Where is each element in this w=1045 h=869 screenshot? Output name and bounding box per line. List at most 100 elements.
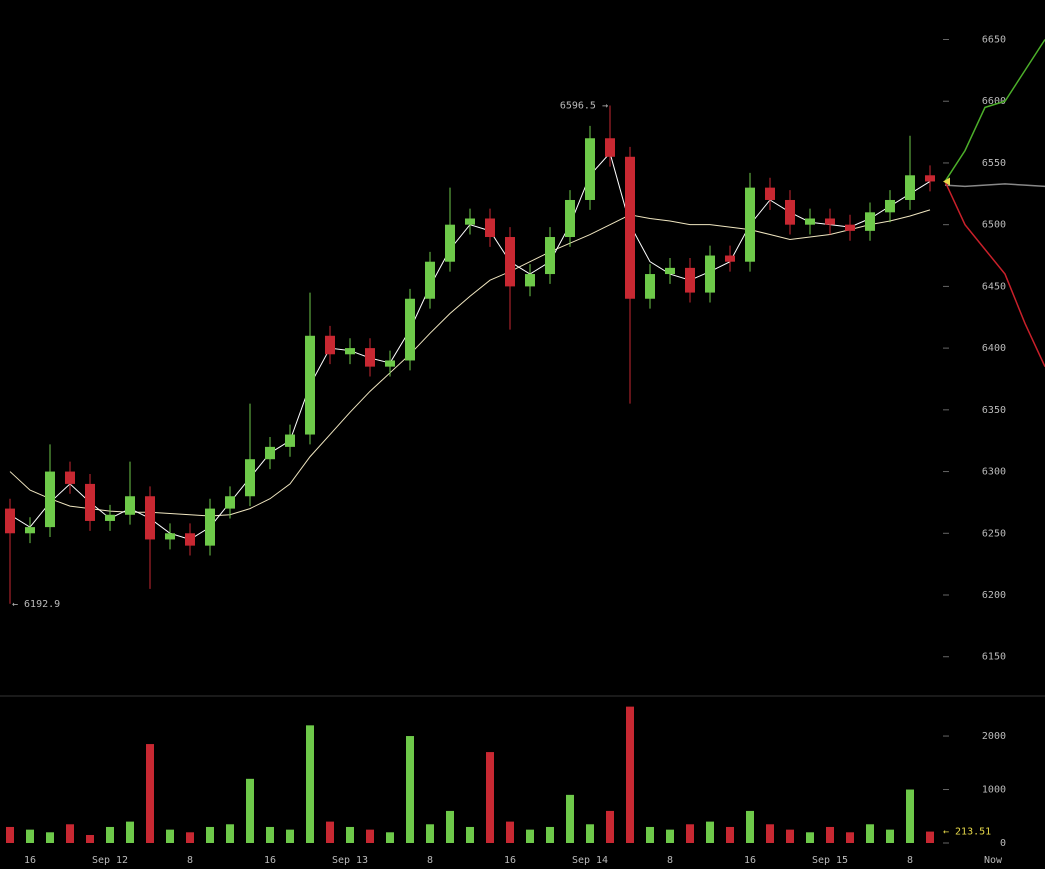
x-tick-label: 16 xyxy=(24,855,36,866)
candle-body xyxy=(85,483,95,521)
low-annotation: ← 6192.9 xyxy=(12,599,60,610)
volume-bar xyxy=(426,824,434,843)
volume-bar xyxy=(866,824,874,843)
candle-body xyxy=(745,187,755,262)
volume-bar xyxy=(686,824,694,843)
volume-bar xyxy=(46,832,54,843)
y-tick-label: 6450 xyxy=(982,281,1006,292)
candle-body xyxy=(485,218,495,238)
volume-bar xyxy=(246,778,254,843)
candle-body xyxy=(465,218,475,225)
candle-body xyxy=(245,459,255,497)
x-tick-label: Sep 15 xyxy=(812,855,848,866)
candle-body xyxy=(45,471,55,528)
candle-body xyxy=(705,255,715,293)
candle-body xyxy=(685,267,695,293)
candle-body xyxy=(865,212,875,231)
candle-body xyxy=(545,237,555,275)
volume-bar xyxy=(566,794,574,843)
high-annotation: 6596.5 → xyxy=(560,101,608,112)
volume-bar xyxy=(886,829,894,843)
ma-long xyxy=(9,209,931,517)
candle-body xyxy=(425,261,435,299)
x-tick-label: 8 xyxy=(187,855,193,866)
depth-line xyxy=(944,181,1045,367)
y-tick-label: 6200 xyxy=(982,590,1006,601)
volume-bar xyxy=(306,725,314,843)
candle-body xyxy=(725,255,735,262)
y-tick-label: 6600 xyxy=(982,96,1006,107)
volume-bar xyxy=(126,821,134,843)
volume-bar xyxy=(786,829,794,843)
candle-body xyxy=(145,496,155,540)
volume-bar xyxy=(66,824,74,843)
volume-bar xyxy=(326,821,334,843)
x-tick-label: 16 xyxy=(744,855,756,866)
volume-bar xyxy=(706,821,714,843)
y-tick-label: 6300 xyxy=(982,467,1006,478)
x-tick-label: 16 xyxy=(264,855,276,866)
volume-bar xyxy=(586,824,594,843)
volume-bar xyxy=(906,789,914,843)
volume-bar xyxy=(86,834,94,843)
x-tick-label: 8 xyxy=(427,855,433,866)
volume-bar xyxy=(546,826,554,843)
candle-body xyxy=(805,218,815,225)
y-tick-label: 6400 xyxy=(982,343,1006,354)
candle-body xyxy=(25,527,35,534)
candle-body xyxy=(645,274,655,299)
volume-bar xyxy=(366,829,374,843)
candle-body xyxy=(785,199,795,225)
volume-tick-label: 2000 xyxy=(982,731,1006,742)
volume-bar xyxy=(606,810,614,843)
volume-bar xyxy=(286,829,294,843)
volume-bar xyxy=(626,706,634,843)
candle-body xyxy=(925,175,935,182)
x-tick-label: 8 xyxy=(667,855,673,866)
candle-body xyxy=(385,360,395,367)
y-tick-label: 6550 xyxy=(982,158,1006,169)
volume-bar xyxy=(846,832,854,843)
candle-body xyxy=(125,496,135,515)
candle-body xyxy=(665,267,675,275)
volume-bar xyxy=(406,736,414,843)
candle-body xyxy=(765,187,775,200)
volume-bar xyxy=(486,752,494,843)
volume-bar xyxy=(826,826,834,843)
y-tick-label: 6250 xyxy=(982,528,1006,539)
volume-bar xyxy=(526,829,534,843)
volume-bar xyxy=(266,826,274,843)
volume-bar xyxy=(666,829,674,843)
y-tick-label: 6150 xyxy=(982,652,1006,663)
candle-body xyxy=(365,348,375,367)
volume-bar xyxy=(146,744,154,843)
candle-body xyxy=(885,199,895,213)
volume-bar xyxy=(26,829,34,843)
volume-bar xyxy=(386,832,394,843)
price-marker xyxy=(943,177,950,186)
candle-body xyxy=(905,175,915,200)
candle-body xyxy=(405,298,415,361)
volume-bar xyxy=(206,826,214,843)
candle-body xyxy=(185,533,195,546)
candle-body xyxy=(445,224,455,262)
candle-body xyxy=(605,138,615,157)
candle-body xyxy=(625,156,635,299)
candle-body xyxy=(65,471,75,484)
volume-tick-label: 0 xyxy=(1000,838,1006,849)
volume-bar xyxy=(766,824,774,843)
x-tick-label: Sep 13 xyxy=(332,855,368,866)
depth-line xyxy=(944,39,1045,182)
candle-body xyxy=(5,508,15,534)
volume-bar xyxy=(746,810,754,843)
candle-body xyxy=(585,138,595,200)
x-tick-label: Sep 12 xyxy=(92,855,128,866)
candle-body xyxy=(225,496,235,509)
candle-body xyxy=(345,348,355,355)
x-tick-label: 16 xyxy=(504,855,516,866)
y-tick-label: 6650 xyxy=(982,35,1006,46)
volume-bar xyxy=(226,824,234,843)
x-tick-label: Sep 14 xyxy=(572,855,608,866)
volume-bar xyxy=(806,832,814,843)
